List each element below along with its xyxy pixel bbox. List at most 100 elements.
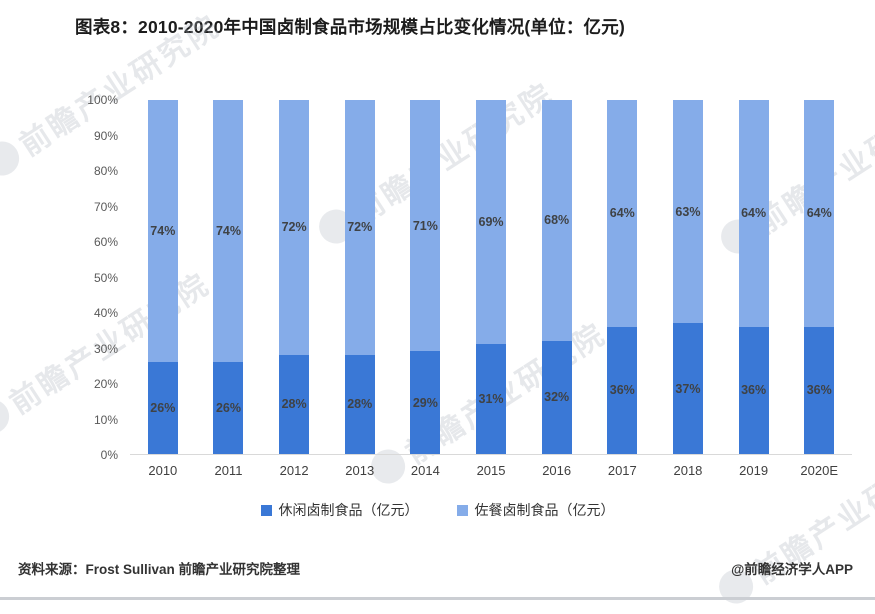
- y-tick-label: 20%: [93, 377, 118, 391]
- watermark-logo-icon: [0, 135, 26, 183]
- bar-segment: 26%: [213, 361, 244, 454]
- x-tick-label: 2017: [607, 463, 637, 478]
- bar-segment: 36%: [804, 326, 835, 454]
- plot-area: 74% 26% 74% 26% 72% 28% 72% 28% 71% 29% 69% 31% 68% 3…: [130, 100, 852, 455]
- x-axis: 2010 2011 2012 2013 2014 2015 2016 2017 2018 2019…: [130, 463, 852, 478]
- x-tick-label: 2019: [739, 463, 769, 478]
- x-tick-label: 2020E: [800, 463, 839, 478]
- y-tick-label: 50%: [93, 270, 118, 285]
- y-tick-label: 80%: [93, 164, 118, 178]
- bar-stack: 71% 29%: [410, 100, 441, 454]
- bar-value-label: 74%: [215, 223, 241, 238]
- bar-value-label: 64%: [741, 206, 767, 221]
- bar-value-label: 32%: [544, 390, 570, 405]
- x-tick-label: 2010: [148, 463, 178, 478]
- bar-segment: 74%: [213, 100, 244, 362]
- bar-stack: 72% 28%: [344, 100, 375, 454]
- y-tick-label: 60%: [93, 235, 118, 249]
- bar-stack: 68% 32%: [541, 100, 572, 454]
- bar-2015: 69% 31%: [458, 100, 524, 454]
- x-tick-label: 2015: [476, 463, 506, 478]
- x-tick-label: 2013: [345, 463, 375, 478]
- bar-2012: 72% 28%: [261, 100, 327, 454]
- bar-segment: 28%: [344, 354, 375, 454]
- bar-value-label: 63%: [675, 204, 701, 219]
- bar-2017: 64% 36%: [589, 100, 655, 454]
- bar-stack: 64% 36%: [804, 100, 835, 454]
- bar-stack: 64% 36%: [607, 100, 638, 454]
- bar-value-label: 74%: [150, 223, 176, 238]
- bar-segment: 64%: [607, 100, 638, 327]
- bar-segment: 69%: [476, 100, 507, 345]
- y-tick-label: 10%: [93, 412, 118, 427]
- bar-segment: 72%: [279, 100, 310, 355]
- bar-stack: 69% 31%: [476, 100, 507, 454]
- bar-value-label: 36%: [741, 383, 767, 398]
- bar-segment: 32%: [541, 340, 572, 454]
- bar-value-label: 28%: [347, 397, 373, 412]
- bar-value-label: 68%: [544, 213, 570, 228]
- bar-segment: 29%: [410, 351, 441, 454]
- legend-swatch-icon: [260, 504, 272, 516]
- bar-segment: 68%: [541, 100, 572, 341]
- bar-value-label: 72%: [281, 220, 307, 235]
- bar-value-label: 31%: [478, 392, 504, 407]
- bar-2014: 71% 29%: [393, 100, 459, 454]
- bar-segment: 63%: [672, 100, 703, 324]
- y-tick-label: 0%: [100, 448, 118, 462]
- x-tick-label: 2018: [673, 463, 703, 478]
- bar-segment: 36%: [738, 326, 769, 454]
- bar-value-label: 72%: [347, 220, 373, 235]
- y-tick-label: 70%: [93, 199, 118, 214]
- legend-label: 佐餐卤制食品（亿元）: [474, 502, 615, 518]
- bar-value-label: 26%: [215, 400, 241, 415]
- x-tick-label: 2016: [542, 463, 572, 478]
- bar-stack: 74% 26%: [213, 100, 244, 454]
- bar-stack: 64% 36%: [738, 100, 769, 454]
- bar-stack: 63% 37%: [672, 100, 703, 454]
- bar-value-label: 28%: [281, 397, 307, 412]
- y-axis: 0% 10% 20% 30% 40% 50% 60% 70% 80% 90% 100%: [58, 93, 118, 462]
- bar-value-label: 37%: [675, 381, 701, 396]
- bar-segment: 71%: [410, 100, 441, 352]
- bar-2019: 64% 36%: [721, 100, 787, 454]
- bar-2010: 74% 26%: [130, 100, 196, 454]
- bar-2018: 63% 37%: [655, 100, 721, 454]
- y-tick-label: 40%: [93, 306, 118, 320]
- bar-2016: 68% 32%: [524, 100, 590, 454]
- y-tick-label: 90%: [93, 128, 118, 143]
- bar-2011: 74% 26%: [196, 100, 262, 454]
- bar-value-label: 64%: [806, 206, 832, 221]
- bar-value-label: 26%: [150, 400, 176, 415]
- bottom-divider: [0, 597, 875, 600]
- bar-value-label: 36%: [609, 383, 635, 398]
- credit-note: @前瞻经济学人APP: [731, 562, 853, 577]
- bar-stack: 72% 28%: [279, 100, 310, 454]
- watermark: 前瞻产业研究院: [710, 430, 875, 614]
- bar-stack: 74% 26%: [147, 100, 178, 454]
- bar-segment: 64%: [804, 100, 835, 327]
- legend-item: 佐餐卤制食品（亿元）: [456, 500, 615, 520]
- bar-value-label: 69%: [478, 215, 504, 230]
- bar-segment: 37%: [672, 323, 703, 454]
- bar-value-label: 29%: [412, 395, 438, 410]
- bar-segment: 36%: [607, 326, 638, 454]
- bar-value-label: 64%: [609, 206, 635, 221]
- bar-segment: 31%: [476, 344, 507, 454]
- bar-segment: 28%: [279, 354, 310, 454]
- x-tick-label: 2014: [410, 463, 440, 478]
- x-tick-label: 2012: [279, 463, 309, 478]
- bar-value-label: 71%: [412, 218, 438, 233]
- bar-segment: 64%: [738, 100, 769, 327]
- y-tick-label: 100%: [87, 93, 118, 107]
- bar-segment: 26%: [147, 361, 178, 454]
- bar-segment: 72%: [344, 100, 375, 355]
- bar-segment: 74%: [147, 100, 178, 362]
- bar-value-label: 36%: [806, 383, 832, 398]
- watermark-logo-icon: [0, 393, 16, 441]
- legend: 休闲卤制食品（亿元） 佐餐卤制食品（亿元）: [0, 500, 875, 520]
- source-note: 资料来源：Frost Sullivan 前瞻产业研究院整理: [18, 562, 301, 577]
- legend-swatch-icon: [456, 504, 468, 516]
- chart-title: 图表8：2010-2020年中国卤制食品市场规模占比变化情况(单位：亿元): [75, 17, 625, 37]
- bar-2013: 72% 28%: [327, 100, 393, 454]
